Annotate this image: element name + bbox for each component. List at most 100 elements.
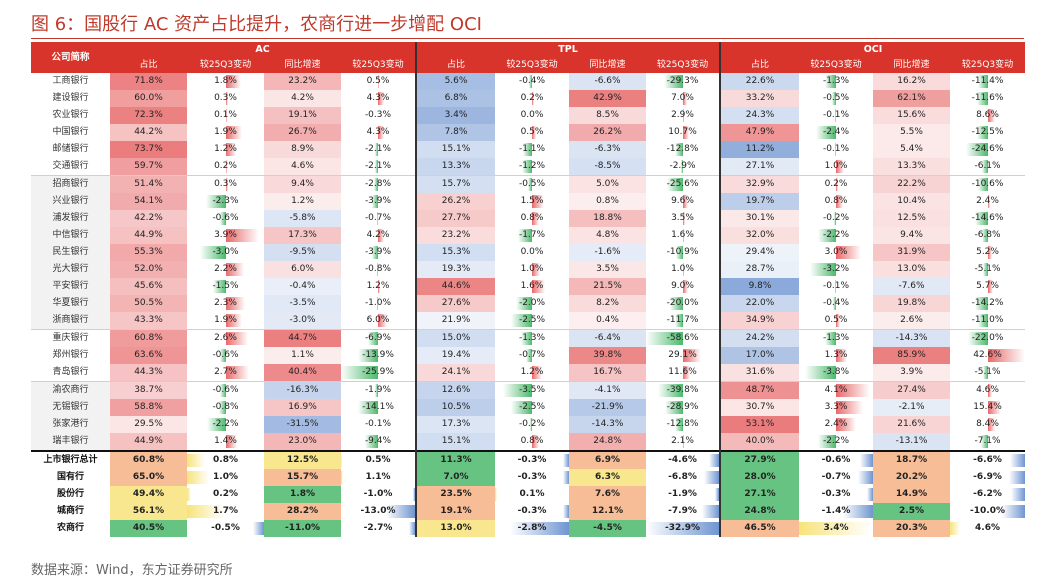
bank-name: 浦发银行	[31, 210, 110, 227]
cell-value: 4.8%	[596, 230, 619, 240]
change-cell: -0.8%	[187, 399, 264, 416]
share-cell: 6.8%	[415, 90, 496, 107]
change-cell: 1.4%	[187, 433, 264, 451]
change-databar	[646, 332, 683, 345]
share-cell: 38.7%	[110, 381, 187, 399]
bank-row: 邮储银行 73.7% 1.2% 8.9% -2.1% 15.1% -1.1% -6.3% -12…	[31, 141, 1025, 158]
share-cell: 19.1%	[415, 503, 496, 520]
cell-value: -1.1%	[518, 144, 546, 154]
change-databar	[987, 246, 993, 259]
change-cell: 1.2%	[187, 141, 264, 158]
share-cell: 51.4%	[110, 175, 187, 193]
change-cell: 8.4%	[950, 416, 1025, 433]
share-cell: 47.9%	[719, 124, 800, 141]
change-cell: -6.8%	[950, 227, 1025, 244]
cell-value: 0.3%	[214, 93, 237, 103]
cell-value: -6.8%	[974, 230, 1001, 240]
change-databar	[950, 522, 961, 535]
cell-value: 46.5%	[744, 523, 776, 533]
yoy-cell: -31.5%	[264, 416, 341, 433]
cell-value: 21.5%	[593, 281, 622, 291]
cell-value: -2.8%	[517, 523, 547, 533]
cell-value: 19.7%	[745, 196, 775, 206]
cell-value: 8.6%	[976, 110, 999, 120]
change-databar	[495, 488, 498, 501]
change-cell: 1.6%	[646, 227, 720, 244]
cell-value: -14.3%	[895, 333, 928, 343]
share-cell: 65.0%	[110, 469, 187, 486]
share-cell: 73.7%	[110, 141, 187, 158]
yoy-cell: 9.4%	[264, 175, 341, 193]
cell-value: 18.7%	[895, 455, 928, 465]
cell-value: -4.5%	[593, 523, 622, 533]
bank-name: 平安银行	[31, 278, 110, 295]
cell-value: 18.8%	[593, 213, 622, 223]
cell-value: 40.4%	[288, 367, 317, 377]
cell-value: -0.1%	[822, 144, 850, 154]
cell-value: -6.6%	[594, 76, 621, 86]
cell-value: 20.3%	[895, 523, 928, 533]
change-databar	[225, 435, 238, 448]
change-databar	[987, 195, 990, 208]
change-cell: -13.0%	[341, 503, 416, 520]
cell-value: -1.9%	[364, 385, 392, 395]
change-databar	[978, 178, 988, 191]
change-cell: 3.0%	[799, 244, 873, 261]
cell-value: 0.8%	[596, 196, 619, 206]
change-cell: -11.0%	[950, 312, 1025, 330]
change-databar	[225, 92, 229, 105]
cell-value: -0.1%	[364, 419, 392, 429]
title-divider	[31, 38, 1024, 39]
change-databar	[187, 488, 192, 501]
cell-value: 3.9%	[214, 230, 237, 240]
yoy-cell: 7.6%	[569, 486, 647, 503]
cell-value: 11.3%	[440, 455, 472, 465]
change-databar	[376, 263, 379, 276]
bank-row: 民生银行 55.3% -3.0% -9.5% -3.9% 15.3% 0.0% -1.6% -1…	[31, 244, 1025, 261]
cell-value: 15.3%	[441, 247, 471, 257]
change-databar	[682, 92, 687, 105]
change-cell: 1.9%	[187, 312, 264, 330]
cell-value: 31.9%	[897, 247, 926, 257]
cell-value: 13.0%	[440, 523, 472, 533]
cell-value: 0.2%	[520, 93, 544, 103]
change-cell: -2.1%	[341, 141, 416, 158]
change-cell: -0.3%	[495, 503, 570, 520]
cell-value: 30.1%	[745, 213, 775, 223]
cell-value: 4.2%	[366, 230, 390, 240]
bank-row: 浙商银行 43.3% 1.9% -3.0% 6.0% 21.9% -2.5% 0.4% -11.…	[31, 312, 1025, 330]
cell-value: -1.3%	[518, 333, 546, 343]
yoy-cell: 17.3%	[264, 227, 341, 244]
cell-value: 1.1%	[365, 472, 391, 482]
yoy-cell: 31.9%	[873, 244, 951, 261]
change-cell: 0.3%	[187, 175, 264, 193]
cell-value: 12.1%	[591, 506, 624, 516]
yoy-cell: -6.3%	[569, 141, 647, 158]
share-cell: 15.1%	[415, 433, 496, 451]
change-databar	[225, 332, 248, 345]
cell-value: 4.6%	[975, 523, 1001, 533]
share-cell: 7.0%	[415, 469, 496, 486]
share-cell: 15.7%	[415, 175, 496, 193]
cell-value: 1.2%	[214, 144, 237, 154]
change-cell: -0.5%	[187, 520, 264, 537]
cell-value: 23.2%	[288, 76, 317, 86]
cell-value: -31.5%	[286, 419, 319, 429]
source-note: 数据来源：Wind，东方证券研究所	[31, 563, 233, 578]
yoy-cell: 5.4%	[873, 141, 951, 158]
change-cell: 3.9%	[187, 227, 264, 244]
cell-value: 32.0%	[745, 230, 775, 240]
summary-name: 城商行	[56, 506, 84, 516]
change-cell: -6.9%	[950, 469, 1026, 486]
cell-value: 23.5%	[440, 489, 472, 499]
change-databar	[225, 366, 249, 379]
cell-value: 44.7%	[288, 333, 317, 343]
yoy-cell: 15.7%	[264, 469, 341, 486]
change-cell: -25.6%	[646, 175, 721, 193]
bank-asset-table: 公司简称 AC TPL OCI 占比 较25Q3变动 同比增速 较25Q3变动 …	[31, 42, 1026, 537]
change-databar	[532, 212, 539, 225]
cell-value: 5.0%	[596, 179, 619, 189]
cell-value: -1.2%	[518, 161, 546, 171]
share-cell: 7.8%	[415, 124, 496, 141]
change-cell: -20.0%	[646, 295, 720, 312]
